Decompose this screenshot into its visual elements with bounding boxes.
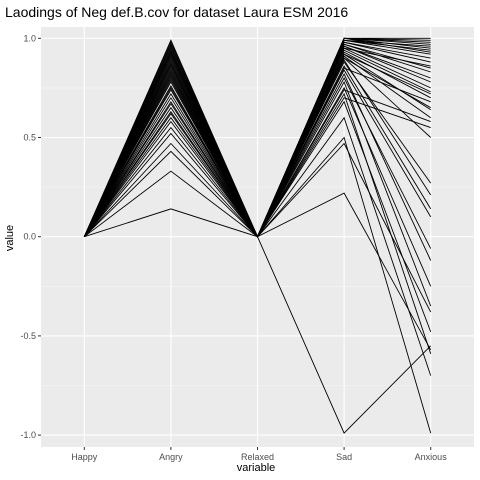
x-tick-label: Relaxed [241, 452, 274, 462]
x-axis: Happy Angry Relaxed Sad Anxious [71, 447, 447, 462]
y-tick-label: 1.0 [23, 33, 36, 43]
x-tick-label: Angry [159, 452, 183, 462]
y-axis: -1.0 -0.5 0.0 0.5 1.0 [20, 33, 41, 440]
y-tick-label: -1.0 [20, 430, 36, 440]
series-lines [83, 37, 432, 434]
y-axis-title: value [4, 225, 16, 251]
x-tick-label: Anxious [415, 452, 448, 462]
chart-title: Laodings of Neg def.B.cov for dataset La… [5, 4, 348, 20]
y-tick-label: 0.0 [23, 232, 36, 242]
y-tick-label: 0.5 [23, 133, 36, 143]
x-tick-label: Happy [71, 452, 98, 462]
x-tick-label: Sad [336, 452, 352, 462]
x-axis-title: variable [237, 462, 276, 474]
major-gridlines [41, 27, 474, 447]
y-tick-label: -0.5 [20, 331, 36, 341]
series-line [83, 51, 431, 238]
